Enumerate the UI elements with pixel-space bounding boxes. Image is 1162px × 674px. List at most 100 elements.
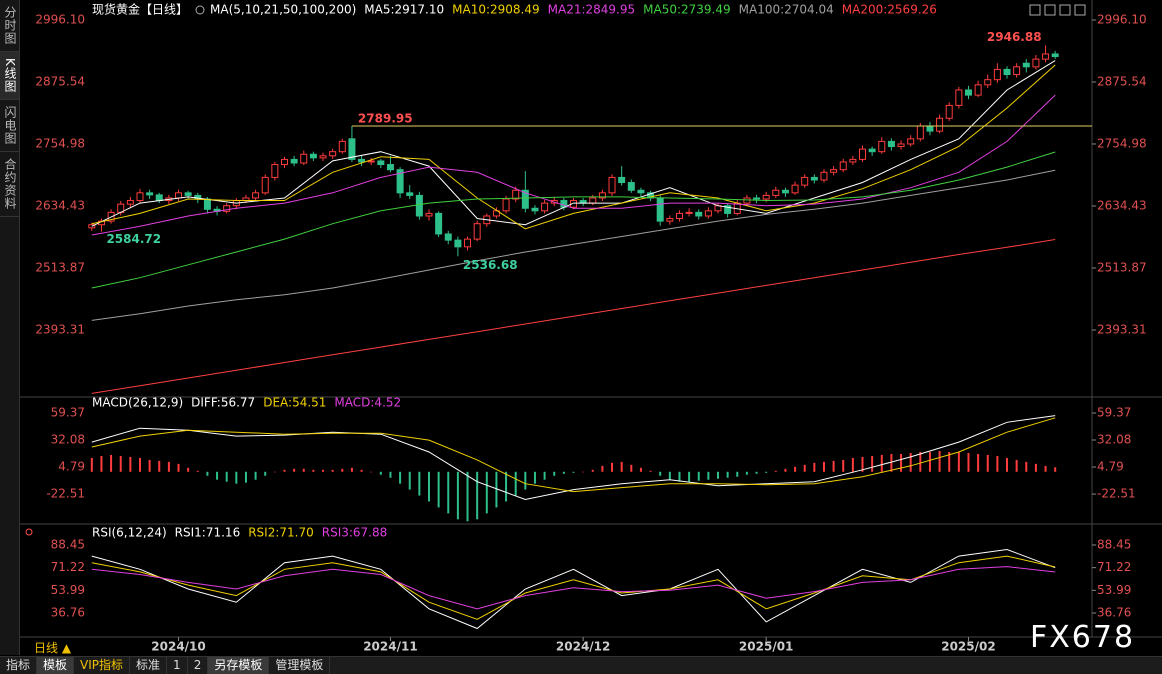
- toolbar-button[interactable]: 管理模板: [269, 657, 331, 674]
- legend-entry: RSI1:71.16: [175, 526, 241, 540]
- y-tick-label: 71.22: [51, 560, 85, 574]
- toolbar-button[interactable]: 1: [167, 657, 188, 674]
- legend-entry: RSI3:67.88: [322, 526, 388, 540]
- indicator-line: [91, 169, 1056, 321]
- macd-bar: [919, 451, 922, 472]
- macd-bar: [1034, 463, 1037, 472]
- window-icons: [25, 4, 1086, 536]
- macd-bar: [273, 471, 276, 473]
- macd-bar: [755, 471, 758, 474]
- sidebar-tab[interactable]: 分时图: [0, 0, 19, 52]
- toolbar-button[interactable]: 模板: [37, 657, 75, 674]
- candle-body: [627, 182, 635, 191]
- candle-body: [512, 189, 520, 200]
- legend-entry: MA5:2917.10: [364, 3, 444, 17]
- y-tick-label: 4.79: [1097, 460, 1124, 474]
- macd-bar: [447, 471, 450, 514]
- x-tick-label: 2024/12: [556, 640, 610, 654]
- icon[interactable]: [1044, 4, 1056, 16]
- candle-body: [1022, 62, 1030, 68]
- macd-bar: [505, 471, 508, 502]
- macd-bar: [225, 471, 228, 482]
- candle-body: [598, 192, 606, 199]
- candle-body: [521, 189, 529, 209]
- macd-bar: [784, 468, 787, 472]
- macd-bar: [187, 467, 190, 472]
- candle-body: [781, 189, 789, 194]
- macd-bar: [572, 471, 575, 473]
- y-tick-label: 2996.10: [35, 12, 85, 26]
- toolbar-button[interactable]: 标准: [130, 657, 168, 674]
- macd-bar: [148, 459, 151, 472]
- icon[interactable]: [1074, 4, 1086, 16]
- macd-bar: [437, 471, 440, 508]
- sidebar-tab[interactable]: 闪电图: [0, 100, 19, 152]
- macd-bar: [456, 471, 459, 520]
- candle-body: [338, 140, 346, 153]
- y-tick-label: 32.08: [1097, 433, 1131, 447]
- candle-body: [656, 197, 664, 222]
- icon[interactable]: [25, 528, 33, 536]
- y-tick-label: 2393.31: [35, 322, 85, 336]
- candle-body: [377, 160, 385, 166]
- sidebar-tab[interactable]: 合约资料: [0, 152, 19, 217]
- toolbar-button[interactable]: VIP指标: [74, 657, 131, 674]
- candle-body: [502, 198, 510, 212]
- macd-bar: [254, 471, 257, 480]
- candle-body: [887, 140, 895, 148]
- candle-body: [801, 176, 809, 186]
- y-tick-label: 32.08: [51, 433, 85, 447]
- toolbar-button[interactable]: 另存模板: [208, 657, 270, 674]
- y-tick-label: 2634.43: [1097, 198, 1147, 212]
- candle-body: [454, 239, 462, 248]
- macd-bar: [986, 454, 989, 472]
- candle-body: [136, 192, 144, 202]
- candle-body: [155, 194, 163, 202]
- macd-bar: [90, 457, 93, 472]
- candle-body: [570, 200, 577, 208]
- macd-bar: [803, 464, 806, 472]
- candle-body: [464, 238, 472, 248]
- candle-body: [203, 198, 211, 210]
- macd-bar: [1054, 467, 1057, 472]
- candle-body: [126, 200, 134, 205]
- indicator-params: MA(5,10,21,50,100,200): [210, 3, 356, 17]
- y-tick-label: 88.45: [51, 537, 85, 551]
- candle-body: [974, 84, 982, 96]
- toolbar-button[interactable]: 指标: [0, 657, 38, 674]
- candle-body: [1013, 66, 1021, 76]
- icon[interactable]: [1059, 4, 1071, 16]
- candle-body: [868, 148, 876, 153]
- candle-body: [849, 158, 857, 163]
- macd-bar: [302, 468, 305, 472]
- sidebar-tab[interactable]: K线图: [0, 52, 19, 100]
- macd-bar: [1015, 459, 1018, 472]
- indicator-line: [91, 94, 1056, 236]
- toolbar-button[interactable]: 2: [188, 657, 209, 674]
- candle-body: [753, 197, 761, 200]
- macd-bar: [996, 455, 999, 472]
- macd-bar: [649, 470, 652, 472]
- macd-bar: [948, 451, 951, 472]
- candle-body: [743, 197, 751, 204]
- candle-body: [367, 160, 375, 163]
- candle-body: [444, 233, 452, 241]
- candle-body: [280, 158, 288, 166]
- extreme-label: 2536.68: [463, 258, 518, 272]
- macd-bar: [871, 455, 874, 472]
- macd-bar: [158, 460, 161, 472]
- macd-bar: [928, 451, 931, 472]
- macd-bar: [399, 471, 402, 484]
- macd-bar: [880, 454, 883, 472]
- macd-bar: [129, 456, 132, 472]
- legend-entry: MA21:2849.95: [548, 3, 636, 17]
- y-tick-label: 36.76: [51, 606, 85, 620]
- icon[interactable]: [1029, 4, 1041, 16]
- candle-body: [675, 212, 683, 220]
- y-tick-label: 53.99: [1097, 583, 1131, 597]
- candle-body: [300, 153, 308, 164]
- candle-body: [473, 223, 481, 240]
- macd-bar: [138, 457, 141, 472]
- period-selector[interactable]: 日线 ▲: [34, 641, 72, 655]
